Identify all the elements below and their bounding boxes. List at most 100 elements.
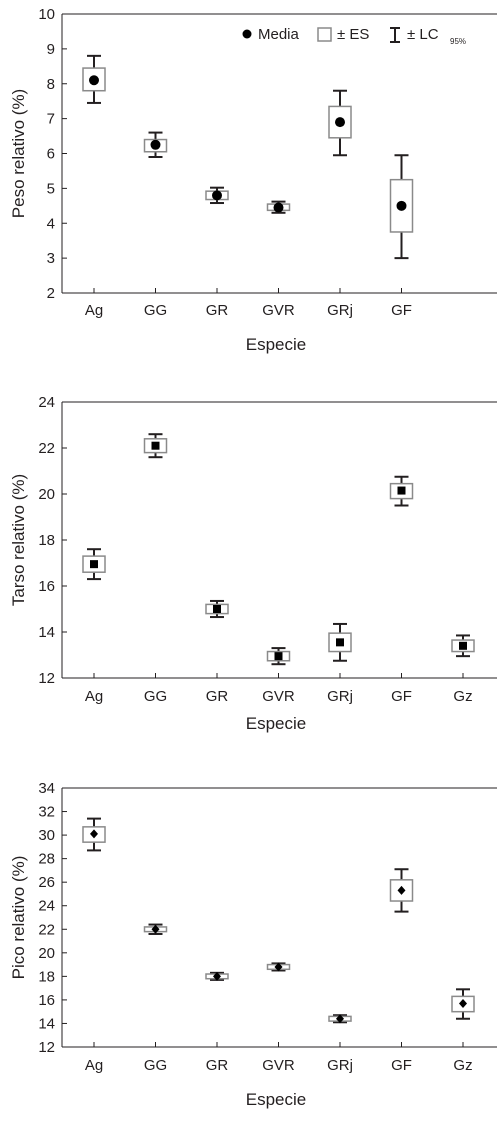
c2-mean-marker bbox=[459, 641, 467, 650]
c3-series-GR bbox=[205, 971, 229, 981]
c1-series-Ag bbox=[82, 54, 106, 104]
c3-y-tick-label: 34 bbox=[38, 780, 55, 797]
c3-x-tick-label: Gz bbox=[453, 1057, 472, 1074]
c1-mean-marker bbox=[335, 117, 345, 128]
c3-mean-marker bbox=[336, 1014, 344, 1024]
c1-series-GF bbox=[389, 154, 414, 260]
chart-peso: 2 3 4 5 6 7 8 9 10 Ag GG GR GVR GRj GF Especie Peso rela… bbox=[0, 0, 497, 365]
c2-series-Gz bbox=[451, 634, 475, 658]
c2-y-tick-label: 22 bbox=[38, 440, 55, 457]
c2-mean-marker bbox=[90, 560, 98, 569]
c2-series-GG bbox=[143, 433, 168, 459]
c3-y-axis-title: Pico relativo (%) bbox=[9, 856, 28, 980]
c3-x-tick-label: GRj bbox=[327, 1057, 353, 1074]
chart-pico-svg: 12 14 16 18 20 22 24 26 28 30 32 34 Ag GG GR GVR GRj GF Gz… bbox=[9, 780, 497, 1109]
c2-x-tick-label: GR bbox=[206, 688, 229, 705]
c3-y-tick-label: 30 bbox=[38, 827, 55, 844]
c2-y-tick-label: 16 bbox=[38, 578, 55, 595]
c1-x-tick-label: GRj bbox=[327, 302, 353, 319]
c1-x-tick-label: GF bbox=[391, 302, 412, 319]
legend-mean-label: Media bbox=[258, 26, 300, 43]
c3-x-tick-label: GG bbox=[144, 1057, 167, 1074]
c3-mean-marker bbox=[397, 885, 406, 895]
c3-x-tick-label: GVR bbox=[262, 1057, 295, 1074]
c1-y-tick-label: 2 bbox=[47, 285, 55, 302]
c2-mean-marker bbox=[274, 652, 283, 661]
c1-x-axis-title: Especie bbox=[246, 335, 306, 354]
c2-series-Ag bbox=[82, 548, 106, 581]
c2-y-tick-label: 12 bbox=[38, 670, 55, 687]
c3-x-axis-title: Especie bbox=[246, 1090, 306, 1109]
c1-series-GRj bbox=[328, 89, 352, 157]
c2-x-tick-label: GVR bbox=[262, 688, 295, 705]
c1-y-tick-label: 7 bbox=[47, 111, 55, 128]
c1-x-tick-label: GR bbox=[206, 302, 229, 319]
c2-y-tick-label: 14 bbox=[38, 624, 55, 641]
c1-series-GR bbox=[205, 186, 229, 205]
c3-y-tick-label: 32 bbox=[38, 804, 55, 821]
c3-series-GVR bbox=[266, 962, 291, 972]
c2-y-axis-title: Tarso relativo (%) bbox=[9, 474, 28, 606]
c1-y-tick-label: 6 bbox=[47, 146, 55, 163]
c2-x-tick-label: Gz bbox=[453, 688, 472, 705]
c3-series-GRj bbox=[328, 1014, 352, 1024]
c3-y-tick-label: 14 bbox=[38, 1015, 55, 1032]
c2-y-tick-label: 20 bbox=[38, 486, 55, 503]
c2-y-tick-label: 24 bbox=[38, 394, 55, 411]
c1-x-tick-label: GVR bbox=[262, 302, 295, 319]
c3-series-GF bbox=[389, 868, 414, 913]
c1-mean-marker bbox=[396, 200, 407, 211]
c2-series-GVR bbox=[266, 647, 291, 666]
c3-x-tick-label: GF bbox=[391, 1057, 412, 1074]
chart-pico: 12 14 16 18 20 22 24 26 28 30 32 34 Ag GG GR GVR GRj GF Gz… bbox=[0, 735, 497, 1130]
legend-se-box bbox=[317, 27, 332, 42]
c2-mean-marker bbox=[151, 441, 160, 450]
c1-y-tick-label: 8 bbox=[47, 76, 55, 93]
c3-series-Ag bbox=[82, 817, 106, 852]
c3-series-GG bbox=[143, 923, 168, 935]
c1-series-GVR bbox=[266, 200, 291, 214]
c3-y-tick-label: 28 bbox=[38, 851, 55, 868]
c3-y-tick-label: 18 bbox=[38, 968, 55, 985]
legend: Media ± ES ± LC 95% bbox=[242, 26, 466, 46]
c3-x-tick-label: GR bbox=[206, 1057, 229, 1074]
legend-se-label: ± ES bbox=[337, 26, 369, 43]
c3-y-tick-label: 12 bbox=[38, 1039, 55, 1056]
c2-y-tick-label: 18 bbox=[38, 532, 55, 549]
c2-x-axis-title: Especie bbox=[246, 714, 306, 733]
c1-mean-marker bbox=[89, 75, 99, 86]
chart-peso-svg: 2 3 4 5 6 7 8 9 10 Ag GG GR GVR GRj GF Especie Peso rela… bbox=[9, 6, 497, 354]
c3-y-tick-label: 24 bbox=[38, 898, 55, 915]
c2-series-GR bbox=[205, 599, 229, 619]
c1-y-tick-label: 3 bbox=[47, 250, 55, 267]
c1-y-axis-title: Peso relativo (%) bbox=[9, 89, 28, 218]
c1-x-tick-label: GG bbox=[144, 302, 167, 319]
c1-mean-marker bbox=[150, 139, 161, 150]
c1-mean-marker bbox=[212, 190, 222, 201]
c3-series-Gz bbox=[451, 988, 475, 1020]
c3-y-tick-label: 26 bbox=[38, 874, 55, 891]
c1-y-tick-label: 9 bbox=[47, 41, 55, 58]
c3-y-tick-label: 16 bbox=[38, 992, 55, 1009]
c2-x-tick-label: GF bbox=[391, 688, 412, 705]
c3-mean-marker bbox=[274, 962, 283, 972]
c3-y-tick-label: 20 bbox=[38, 945, 55, 962]
c3-mean-marker bbox=[213, 971, 221, 981]
c2-mean-marker bbox=[213, 605, 221, 613]
c2-mean-marker bbox=[397, 486, 406, 495]
c3-y-tick-label: 22 bbox=[38, 921, 55, 938]
c3-mean-marker bbox=[459, 998, 467, 1008]
c3-mean-marker bbox=[90, 829, 98, 839]
c1-y-tick-label: 10 bbox=[38, 6, 55, 23]
c2-x-tick-label: GRj bbox=[327, 688, 353, 705]
c2-x-tick-label: GG bbox=[144, 688, 167, 705]
chart-tarso-svg: 12 14 16 18 20 22 24 Ag GG GR GVR GRj GF Gz Especie Tar… bbox=[9, 394, 497, 733]
c1-y-tick-label: 5 bbox=[47, 180, 55, 197]
legend-mean-marker bbox=[242, 29, 252, 39]
c3-mean-marker bbox=[151, 924, 160, 934]
chart-tarso: 12 14 16 18 20 22 24 Ag GG GR GVR GRj GF Gz Especie Tar… bbox=[0, 365, 497, 735]
c1-y-tick-label: 4 bbox=[47, 215, 55, 232]
legend-ci-subscript: 95% bbox=[450, 37, 466, 46]
c1-x-tick-label: Ag bbox=[85, 302, 103, 319]
c1-series-GG bbox=[143, 131, 168, 158]
